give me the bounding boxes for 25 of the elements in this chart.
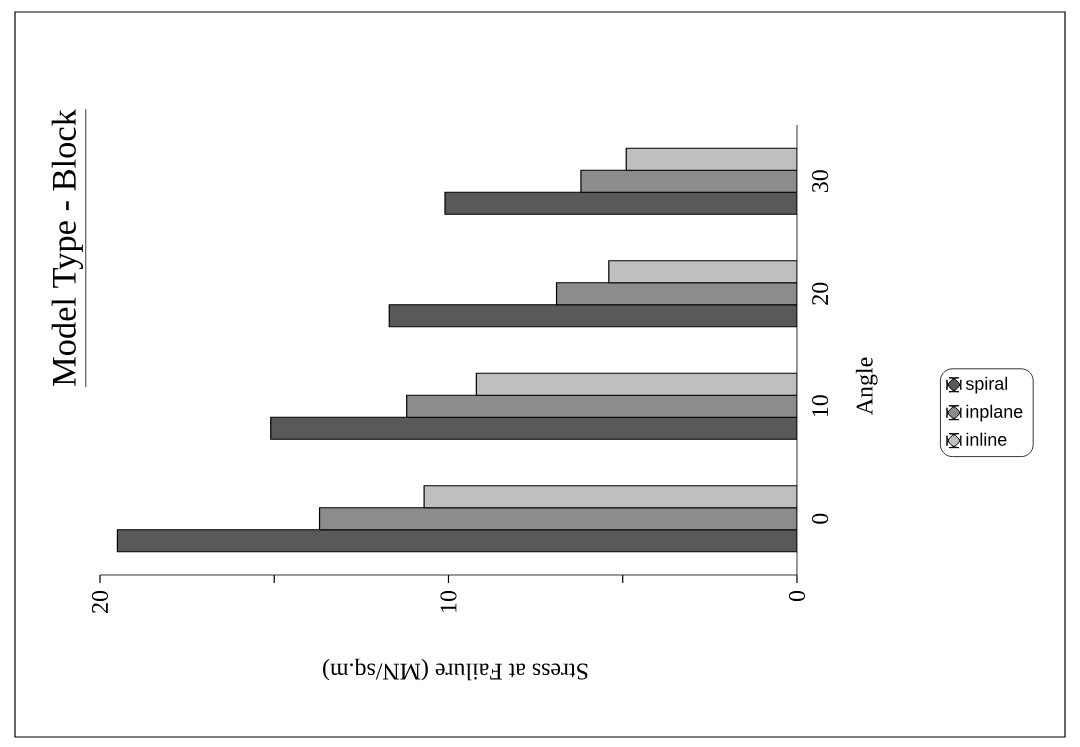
y-tick-label: 10 bbox=[812, 395, 829, 417]
bar bbox=[318, 507, 797, 531]
y-tick-label: 30 bbox=[812, 170, 829, 193]
y-axis-title: Angle bbox=[855, 357, 878, 415]
legend-label: inline bbox=[966, 432, 1007, 446]
y-tick-label: 0 bbox=[812, 513, 829, 524]
x-axis-title: Stress at Failure (MN/sq.m) bbox=[323, 658, 588, 681]
bar bbox=[388, 304, 797, 328]
bar bbox=[406, 394, 797, 418]
x-tick-label: 10 bbox=[440, 590, 457, 612]
bar bbox=[270, 416, 797, 440]
text: Model Type - Block bbox=[51, 109, 83, 386]
bar bbox=[475, 372, 797, 396]
x-tick-label: 0 bbox=[788, 590, 806, 602]
bar bbox=[444, 191, 797, 215]
bar bbox=[608, 260, 797, 284]
bar bbox=[423, 485, 797, 509]
bar bbox=[555, 282, 797, 306]
bar bbox=[625, 147, 797, 171]
y-tick-label: 20 bbox=[812, 282, 829, 305]
legend-label: inplane bbox=[966, 404, 1023, 422]
x-tick-label: 20 bbox=[91, 590, 109, 613]
legend-label: spiral bbox=[965, 376, 1008, 394]
bar bbox=[580, 169, 797, 193]
bar bbox=[116, 529, 797, 553]
